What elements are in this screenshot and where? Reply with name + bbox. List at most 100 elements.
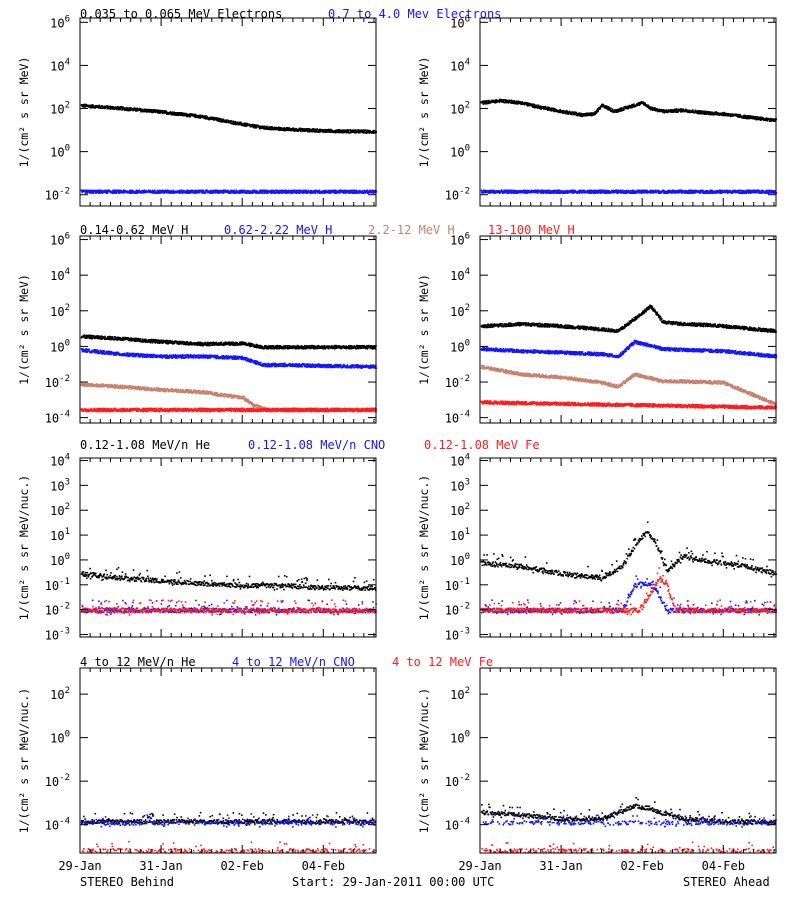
row1-behind-series-1-point <box>372 130 375 132</box>
row1-behind-series-2-point <box>182 190 185 192</box>
row1-behind-series-2-point <box>117 190 120 193</box>
row1-ahead-series-1-point <box>483 102 486 105</box>
row1-ahead-series-1-point <box>549 107 551 110</box>
row1-behind-series-2-point <box>273 190 275 193</box>
row1-behind-series-1-point <box>170 112 172 114</box>
row1-behind-series-1-point <box>101 105 103 107</box>
row1-behind-series-2-point <box>95 191 97 193</box>
row1-behind-series-1-point <box>185 112 187 115</box>
row1-ahead-series-2-point <box>632 189 635 192</box>
row1-ahead-series-1-point <box>488 102 490 105</box>
row1-ahead-series-1-point <box>554 109 556 111</box>
row1-ahead-series-1-point <box>673 109 676 111</box>
row1-ahead-series-1-point <box>765 117 768 119</box>
row1-behind-series-2-point <box>268 191 271 194</box>
row1-behind-series-2-point <box>218 192 221 194</box>
row1-ahead-series-2-point <box>740 189 742 192</box>
row1-ahead-series-2-point <box>630 192 633 194</box>
row1-behind-series-2-point <box>137 191 140 194</box>
row1-behind-series-2-point <box>106 192 109 194</box>
row1-behind-series-2-point <box>289 192 291 194</box>
row1-behind-series-1-point <box>92 104 94 106</box>
row1-ahead-series-2-point <box>670 192 673 194</box>
row1-ahead-series-2-point <box>644 191 646 194</box>
row1-behind-series-1-point <box>146 111 148 113</box>
row1-behind-series-1-point <box>81 105 84 108</box>
row1-ahead-series-2-point <box>563 190 566 192</box>
row1-ahead-series-2-point <box>484 191 486 194</box>
row1-ahead-series-1-point <box>676 108 678 111</box>
row1-behind-series-1-point <box>118 108 120 111</box>
row1-ahead-series-1-point <box>669 110 672 112</box>
row1-behind-series-2-point <box>189 189 192 192</box>
row1-ahead-series-2-point <box>662 191 664 193</box>
row1-ahead-series-1-point <box>768 118 770 120</box>
row1-ahead-series-1-point <box>677 111 679 113</box>
row1-ahead-series-1-point <box>571 111 573 113</box>
row1-behind-series-1-point <box>304 130 306 132</box>
row1-ahead-series-2-point <box>655 189 657 192</box>
row1-ahead-series-2-point <box>698 191 700 193</box>
row1-behind-series-1-point <box>129 109 131 112</box>
row1-ahead-series-2-point <box>736 190 739 193</box>
row1-behind-series-2-point <box>166 190 168 193</box>
row1-behind-series-1-point <box>269 126 272 128</box>
row1-behind-series-1-point <box>240 121 242 124</box>
row1-behind-series-1-point <box>158 111 160 113</box>
row1-behind-series-1-point <box>277 127 279 129</box>
row1-behind-series-2-point <box>103 190 105 193</box>
row1-ahead-series-1-point <box>494 102 496 104</box>
row1-behind-series-1-point <box>206 116 209 119</box>
row1-ahead-series-1-point <box>677 110 680 112</box>
row1-behind-series-2-point <box>231 191 234 194</box>
row1-behind-series-2-point <box>261 191 264 193</box>
row1-ahead-series-1-point <box>769 120 771 122</box>
row1-ahead-series-1-point <box>568 111 571 113</box>
row1-ahead-series-2-point <box>631 191 634 193</box>
row1-behind-series-1-point <box>364 129 366 132</box>
row1-behind-series-2-point <box>275 191 278 194</box>
row1-behind-series-1-point <box>122 107 125 109</box>
row1-ahead-series-2-point <box>680 189 682 191</box>
row1-behind-series-2-point <box>227 189 229 192</box>
row1-behind-series-2-point <box>263 189 266 192</box>
row1-ahead-series-2-point <box>673 190 675 192</box>
row1-ahead-series-1-point <box>656 108 658 111</box>
row1-ahead-series-2-point <box>560 192 563 194</box>
row1-ahead-series-2-point <box>581 189 584 192</box>
row1-behind-series-2-point <box>238 190 241 193</box>
row1-behind-series-2-point <box>301 190 304 192</box>
row1-behind-series-2-point <box>318 189 321 192</box>
row1-behind-series-1-point <box>345 131 347 134</box>
row1-ahead-series-2-point <box>556 191 558 193</box>
row1-ahead-series-1-point <box>597 109 599 112</box>
row1-behind-series-1-point <box>249 125 251 127</box>
row1-ahead-series-1-point <box>544 106 546 108</box>
row1-behind-series-1-point <box>230 120 233 123</box>
row1-behind-series-2-point <box>254 191 257 194</box>
row1-behind-series-1-point <box>172 111 174 113</box>
row1-ahead-series-2-point <box>733 191 736 193</box>
row1-ahead-series-1-point <box>757 118 759 121</box>
row1-behind-series-2-point <box>313 190 316 192</box>
row1-behind-series-1-point <box>234 121 237 124</box>
row1-behind-series-2-point <box>327 190 329 193</box>
row1-behind-series-1-point <box>129 108 131 110</box>
row1-behind-series-1-point <box>310 129 313 132</box>
row1-behind-series-1-point <box>186 113 188 116</box>
row1-ahead-series-2-point <box>742 190 744 192</box>
row1-ahead-series-2-point <box>512 190 515 192</box>
row1-ahead-ytick-label: 102 <box>450 101 470 117</box>
row1-ahead-series-1-point <box>607 108 609 111</box>
row1-ahead-series-1-point <box>734 114 736 117</box>
row1-behind-series-2-point <box>292 191 295 194</box>
row1-behind-series-1-point <box>251 125 254 128</box>
row1-ahead-series-1-point <box>743 115 746 118</box>
row1-behind-series-1-point <box>118 108 121 110</box>
row1-behind-series-2-point <box>156 192 158 194</box>
row1-ahead-series-1-point <box>539 107 541 110</box>
row1-ahead-series-2-point <box>513 191 516 194</box>
row1-ahead-series-1-point <box>537 104 540 107</box>
row1-behind-series-2-point <box>138 189 140 192</box>
row1-ahead-series-1-point <box>599 107 602 109</box>
